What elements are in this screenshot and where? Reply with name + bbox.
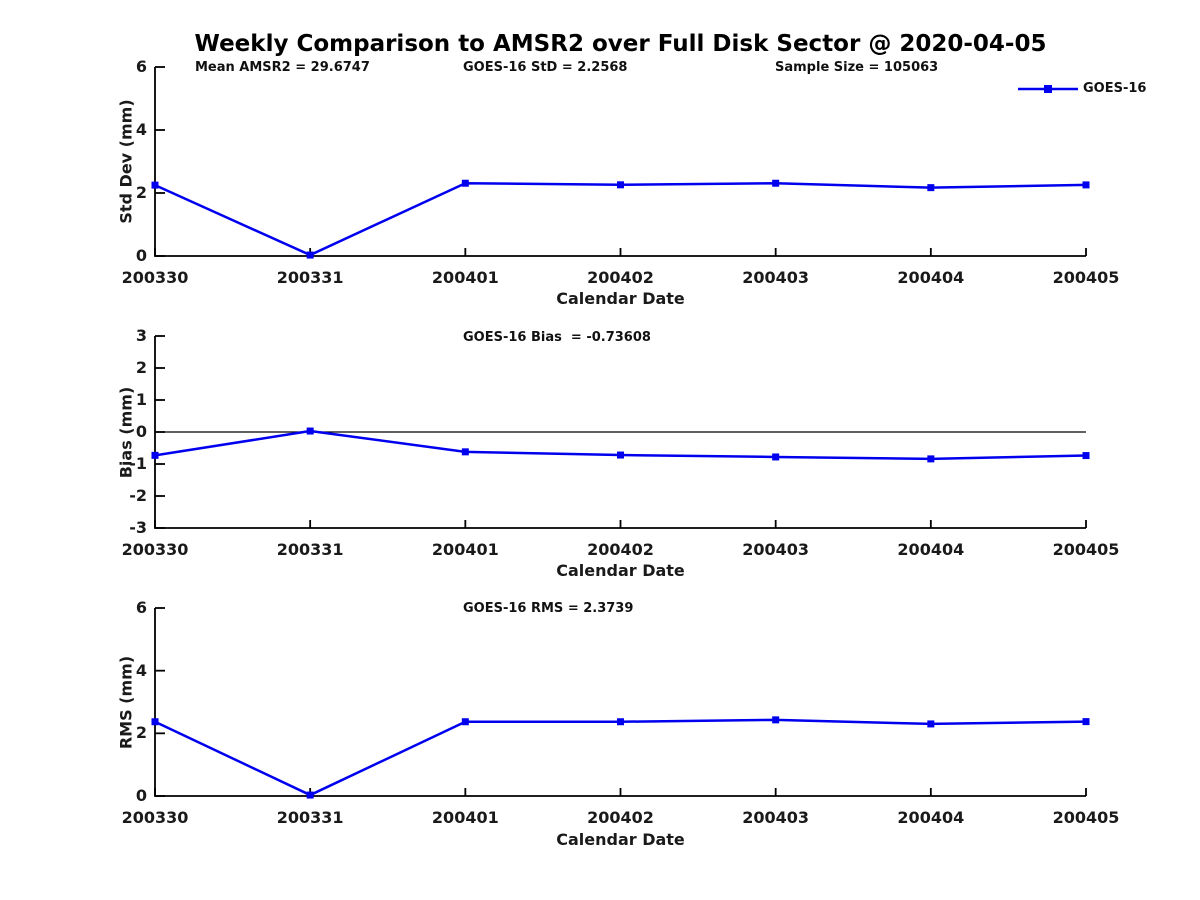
x-tick-label: 200404 (897, 808, 965, 827)
data-point (772, 453, 780, 461)
data-point (306, 791, 314, 799)
x-tick-label: 200402 (587, 268, 654, 287)
data-point (461, 179, 469, 187)
annotation-sample-size: Sample Size = 105063 (775, 60, 939, 75)
y-tick-label: 1 (135, 390, 147, 409)
x-tick-label: 200330 (121, 268, 189, 287)
y-tick-label: 0 (135, 786, 147, 805)
y-tick-label: 6 (135, 598, 147, 617)
axis-spines (154, 608, 1086, 797)
data-point (1082, 452, 1090, 460)
y-tick-label: -2 (129, 486, 147, 505)
x-tick-label: 200401 (431, 268, 499, 287)
x-tick-label: 200404 (897, 540, 965, 559)
annotation-goes16-rms: GOES-16 RMS = 2.3739 (463, 601, 634, 616)
data-point (461, 448, 469, 456)
data-point (772, 716, 780, 724)
x-tick-label: 200331 (276, 540, 344, 559)
series-line (154, 181, 1087, 257)
x-tick-label: 200405 (1052, 808, 1120, 827)
legend-label: GOES-16 (1083, 81, 1147, 96)
data-point (461, 718, 469, 726)
stddev-x-axis-label: Calendar Date (556, 289, 685, 308)
x-tick-label: 200405 (1052, 540, 1120, 559)
axis-spines (154, 67, 1086, 257)
x-tick-label: 200401 (431, 540, 499, 559)
y-tick-label: 4 (135, 120, 147, 139)
data-point (927, 184, 935, 192)
y-tick-label: 6 (135, 57, 147, 76)
bias-x-axis-label: Calendar Date (556, 561, 685, 580)
x-tick-label: 200405 (1052, 268, 1120, 287)
data-point (927, 455, 935, 463)
annotation-mean-amsr2: Mean AMSR2 = 29.6747 (195, 60, 370, 75)
y-tick-label: 0 (135, 246, 147, 265)
y-tick-label: -1 (129, 454, 147, 473)
x-tick-label: 200330 (121, 540, 189, 559)
series-line (154, 718, 1087, 797)
x-tick-label: 200402 (587, 808, 654, 827)
figure-title: Weekly Comparison to AMSR2 over Full Dis… (194, 31, 1047, 57)
data-point (772, 179, 780, 187)
y-tick-label: 0 (135, 422, 147, 441)
data-point (306, 427, 314, 435)
y-tick-label: 2 (135, 358, 147, 377)
annotation-goes16-std: GOES-16 StD = 2.2568 (463, 60, 628, 75)
data-point (151, 718, 159, 726)
x-tick-label: 200331 (276, 268, 344, 287)
rms-x-axis-label: Calendar Date (556, 830, 685, 849)
data-point (306, 251, 314, 259)
x-tick-label: 200330 (121, 808, 189, 827)
x-tick-label: 200404 (897, 268, 965, 287)
data-point (927, 720, 935, 728)
data-point (1082, 181, 1090, 189)
x-tick-label: 200331 (276, 808, 344, 827)
data-point (151, 451, 159, 459)
x-tick-label: 200403 (742, 268, 810, 287)
x-tick-label: 200401 (431, 808, 499, 827)
y-tick-label: 2 (135, 723, 147, 743)
x-tick-label: 200402 (587, 540, 654, 559)
y-tick-label: -3 (129, 518, 147, 537)
data-point (1082, 718, 1090, 726)
data-point (617, 451, 624, 459)
data-point (151, 181, 159, 189)
x-tick-label: 200403 (742, 808, 810, 827)
legend-marker-icon (1044, 85, 1052, 93)
y-tick-label: 4 (135, 660, 147, 680)
y-tick-label: 3 (135, 326, 147, 345)
x-tick-label: 200403 (742, 540, 810, 559)
annotation-goes16-bias: GOES-16 Bias = -0.73608 (463, 330, 651, 345)
data-point (617, 181, 624, 189)
data-point (617, 718, 624, 726)
y-tick-label: 2 (135, 183, 147, 202)
